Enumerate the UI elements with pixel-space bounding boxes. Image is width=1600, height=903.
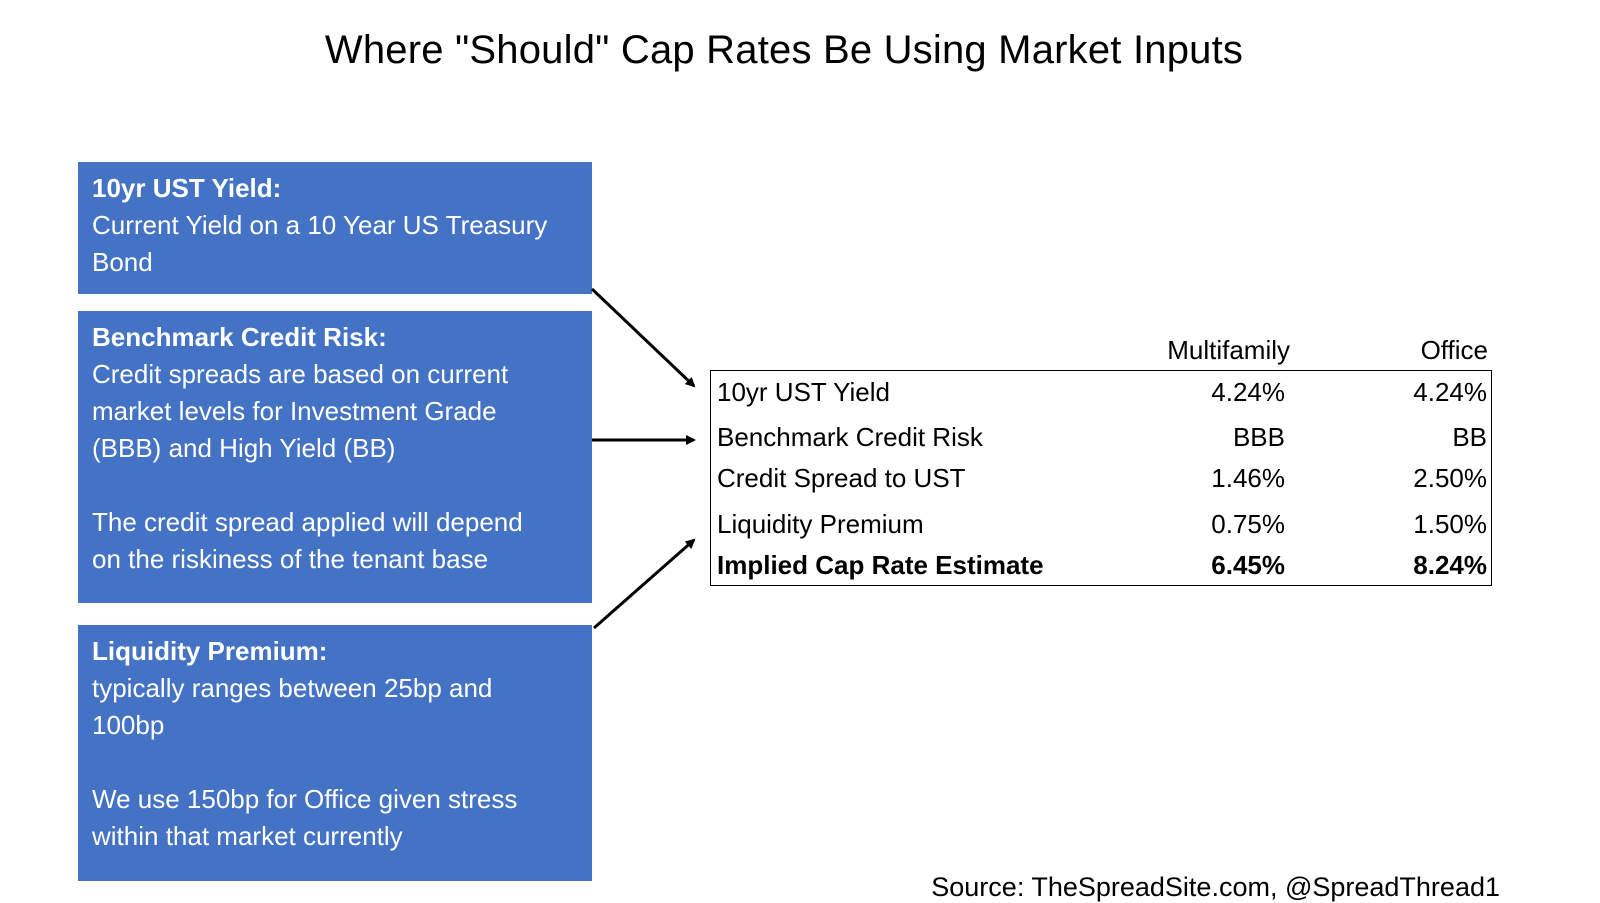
- table-row: Benchmark Credit Risk BBB BB: [711, 419, 1491, 455]
- multifamily-value: 1.46%: [1211, 463, 1285, 493]
- callout-ust-yield: 10yr UST Yield: Current Yield on a 10 Ye…: [78, 162, 592, 294]
- callout-text: Bond: [92, 247, 153, 277]
- callout-heading: 10yr UST Yield:: [92, 173, 282, 203]
- callout-heading: Liquidity Premium:: [92, 636, 328, 666]
- column-header-office: Office: [1420, 335, 1488, 365]
- office-value: BB: [1452, 422, 1487, 452]
- arrow-icon: [590, 287, 696, 388]
- callout-liquidity-premium: Liquidity Premium: typically ranges betw…: [78, 625, 592, 881]
- callout-text: within that market currently: [92, 821, 403, 851]
- office-value: 4.24%: [1413, 377, 1487, 407]
- row-label: Credit Spread to UST: [717, 463, 966, 493]
- callout-text: typically ranges between 25bp and: [92, 673, 493, 703]
- callout-text: on the riskiness of the tenant base: [92, 544, 489, 574]
- office-value: 8.24%: [1413, 550, 1487, 580]
- source-attribution: Source: TheSpreadSite.com, @SpreadThread…: [931, 872, 1500, 902]
- callout-text: We use 150bp for Office given stress: [92, 784, 518, 814]
- table-row: 10yr UST Yield 4.24% 4.24%: [711, 374, 1491, 410]
- callout-text: The credit spread applied will depend: [92, 507, 523, 537]
- page-title: Where "Should" Cap Rates Be Using Market…: [324, 28, 1244, 72]
- row-label: Implied Cap Rate Estimate: [717, 550, 1044, 580]
- callout-heading: Benchmark Credit Risk:: [92, 322, 387, 352]
- callout-text: market levels for Investment Grade: [92, 396, 497, 426]
- multifamily-value: BBB: [1232, 422, 1285, 452]
- row-label: 10yr UST Yield: [717, 377, 890, 407]
- callout-credit-risk: Benchmark Credit Risk: Credit spreads ar…: [78, 311, 592, 603]
- multifamily-value: 4.24%: [1211, 377, 1285, 407]
- table-row: Liquidity Premium 0.75% 1.50%: [711, 506, 1491, 542]
- callout-text: Current Yield on a 10 Year US Treasury: [92, 210, 548, 240]
- row-label: Benchmark Credit Risk: [717, 422, 983, 452]
- office-value: 2.50%: [1413, 463, 1487, 493]
- column-header-multifamily: Multifamily: [1167, 335, 1290, 365]
- arrow-icon: [593, 538, 696, 630]
- multifamily-value: 0.75%: [1211, 509, 1285, 539]
- table-row-total: Implied Cap Rate Estimate 6.45% 8.24%: [711, 547, 1491, 583]
- callout-text: 100bp: [92, 710, 165, 740]
- office-value: 1.50%: [1413, 509, 1487, 539]
- callout-text: (BBB) and High Yield (BB): [92, 433, 396, 463]
- cap-rate-table: 10yr UST Yield 4.24% 4.24% Benchmark Cre…: [710, 370, 1492, 586]
- row-label: Liquidity Premium: [717, 509, 924, 539]
- callout-text: Credit spreads are based on current: [92, 359, 509, 389]
- multifamily-value: 6.45%: [1211, 550, 1285, 580]
- table-row: Credit Spread to UST 1.46% 2.50%: [711, 460, 1491, 496]
